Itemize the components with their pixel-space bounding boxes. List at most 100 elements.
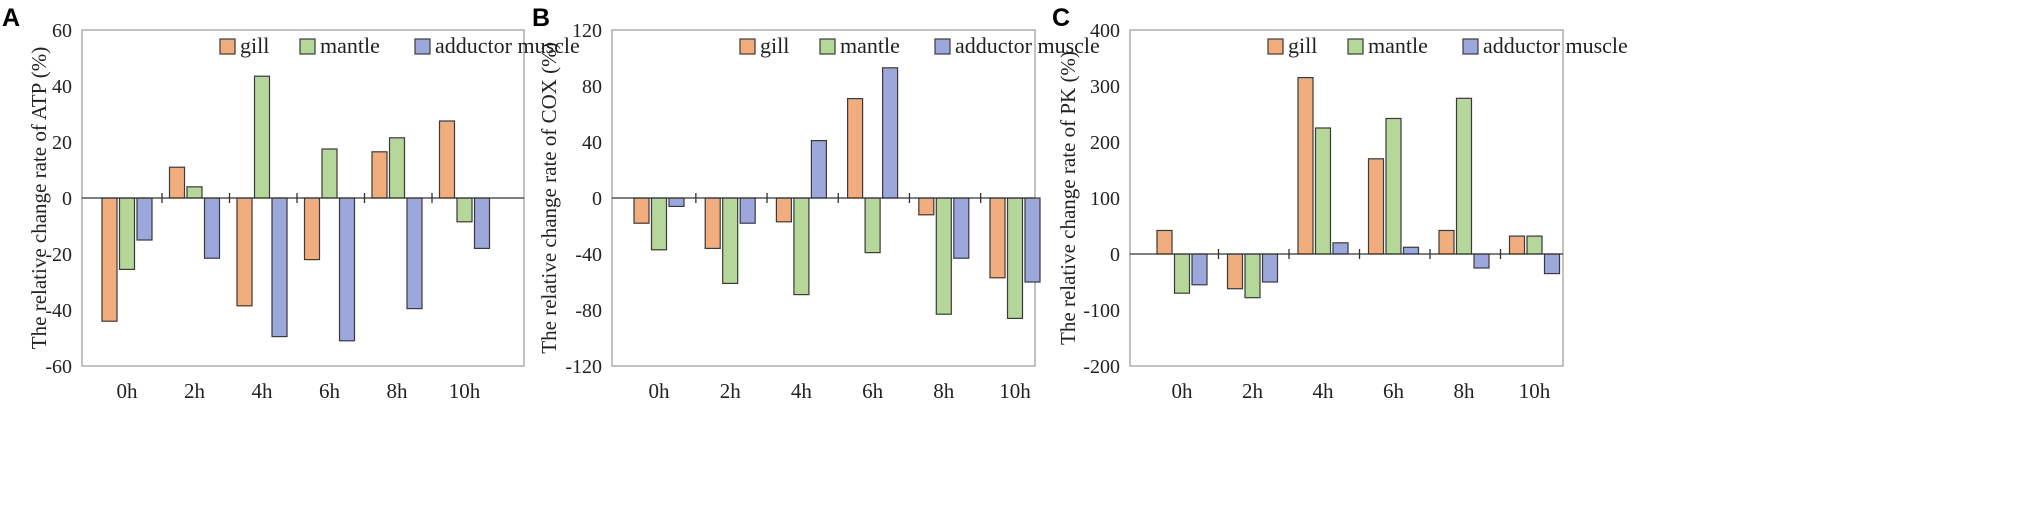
bar-gill-10h xyxy=(989,197,1006,279)
plot-area-frame xyxy=(1129,29,1564,367)
bar-adductor-muscle-6h xyxy=(1402,246,1420,255)
bar-gill-0h xyxy=(633,197,650,224)
legend-swatch-gill xyxy=(739,38,756,55)
bar-gill-0h xyxy=(101,197,118,322)
bar-adductor-muscle-6h xyxy=(881,67,899,199)
x-tick-label: 6h xyxy=(319,379,341,403)
bar-gill-8h xyxy=(371,151,388,199)
y-axis-label: The relative change rate of ATP (%) xyxy=(27,47,51,349)
y-tick-label: -40 xyxy=(575,244,602,266)
legend: gill mantle adductor muscle xyxy=(1267,33,1628,58)
x-tick-label: 8h xyxy=(387,379,409,403)
bar-gill-2h xyxy=(168,166,186,199)
legend: gill mantle adductor muscle xyxy=(739,33,1100,58)
bar-gill-6h xyxy=(846,97,864,199)
bar-adductor-muscle-8h xyxy=(1473,253,1490,269)
x-tick-label: 0h xyxy=(649,379,671,403)
y-tick-label: 400 xyxy=(1090,20,1120,42)
bar-mantle-8h xyxy=(1455,97,1473,255)
bar-gill-10h xyxy=(1508,235,1526,255)
legend-label-gill: gill xyxy=(760,33,789,58)
chart-panel-a: A 60 40 20 0 -20 -40 -60 The relative change rat… xyxy=(2,4,580,403)
bar-adductor-muscle-2h xyxy=(739,197,756,224)
bar-adductor-muscle-0h xyxy=(1191,253,1208,286)
bar-mantle-8h xyxy=(388,137,406,199)
bar-mantle-4h xyxy=(253,75,271,199)
legend-label-mantle: mantle xyxy=(840,33,900,58)
y-tick-label: 20 xyxy=(52,132,72,154)
bar-gill-2h xyxy=(704,197,721,250)
legend-swatch-gill xyxy=(219,38,236,55)
legend-swatch-adductor-muscle xyxy=(1462,38,1479,55)
legend-swatch-adductor-muscle xyxy=(934,38,951,55)
bar-gill-4h xyxy=(1297,76,1314,255)
y-tick-label: 300 xyxy=(1090,76,1120,98)
bar-gill-6h xyxy=(303,197,321,261)
y-tick-label: -80 xyxy=(575,300,602,322)
x-tick-label: 4h xyxy=(252,379,274,403)
legend-label-gill: gill xyxy=(1288,33,1317,58)
y-tick-label: 80 xyxy=(582,76,602,98)
legend-label-adductor-muscle: adductor muscle xyxy=(1483,33,1628,58)
x-tick-label: 10h xyxy=(999,379,1031,403)
bar-adductor-muscle-6h xyxy=(338,197,356,342)
y-tick-label: 0 xyxy=(62,188,72,210)
bar-mantle-0h xyxy=(650,197,668,251)
y-tick-label: -40 xyxy=(45,300,72,322)
legend-swatch-mantle xyxy=(299,38,316,55)
x-tick-label: 0h xyxy=(117,379,139,403)
x-tick-label: 0h xyxy=(1172,379,1194,403)
bar-gill-0h xyxy=(1156,229,1173,255)
y-tick-label: 40 xyxy=(582,132,602,154)
bar-adductor-muscle-10h xyxy=(473,197,491,250)
bar-mantle-4h xyxy=(1314,127,1332,255)
x-tick-label: 8h xyxy=(933,379,955,403)
y-tick-label: -200 xyxy=(1083,356,1120,378)
y-tick-label: -20 xyxy=(45,244,72,266)
bar-adductor-muscle-2h xyxy=(1261,253,1279,283)
bar-gill-8h xyxy=(918,197,935,216)
bar-mantle-6h xyxy=(321,148,338,199)
legend-swatch-adductor-muscle xyxy=(414,38,431,55)
x-tick-label: 8h xyxy=(1454,379,1476,403)
bar-adductor-muscle-0h xyxy=(668,197,685,207)
x-tick-label: 6h xyxy=(862,379,884,403)
bar-mantle-8h xyxy=(935,197,952,315)
bar-mantle-10h xyxy=(1526,235,1543,255)
bar-mantle-6h xyxy=(864,197,881,254)
y-tick-label: 40 xyxy=(52,76,72,98)
y-tick-label: 60 xyxy=(52,20,72,42)
x-tick-label: 2h xyxy=(1242,379,1264,403)
y-tick-label: -120 xyxy=(565,356,602,378)
x-tick-label: 2h xyxy=(720,379,742,403)
bar-gill-6h xyxy=(1367,158,1385,255)
y-axis-label: The relative change rate of PK (%) xyxy=(1056,51,1080,345)
bar-adductor-muscle-8h xyxy=(953,197,970,259)
x-tick-label: 10h xyxy=(449,379,481,403)
legend-label-adductor-muscle: adductor muscle xyxy=(955,33,1100,58)
bar-mantle-0h xyxy=(1173,253,1191,294)
x-tick-label: 6h xyxy=(1383,379,1405,403)
legend-swatch-mantle xyxy=(819,38,836,55)
legend-label-adductor-muscle: adductor muscle xyxy=(435,33,580,58)
legend-swatch-mantle xyxy=(1347,38,1364,55)
bar-mantle-2h xyxy=(1244,253,1261,299)
bar-mantle-2h xyxy=(186,186,203,199)
y-tick-label: -100 xyxy=(1083,300,1120,322)
legend: gill mantle adductor muscle xyxy=(219,33,580,58)
y-tick-label: 100 xyxy=(1090,188,1120,210)
bar-adductor-muscle-10h xyxy=(1024,197,1041,283)
bar-gill-10h xyxy=(438,120,456,199)
y-tick-label: 120 xyxy=(572,20,602,42)
x-tick-label: 4h xyxy=(1313,379,1335,403)
bar-mantle-6h xyxy=(1385,117,1402,255)
y-tick-label: -60 xyxy=(45,356,72,378)
x-tick-label: 2h xyxy=(184,379,206,403)
bar-adductor-muscle-0h xyxy=(136,197,153,241)
panel-letter: C xyxy=(1052,4,1070,32)
y-tick-label: 200 xyxy=(1090,132,1120,154)
y-axis-label: The relative change rate of COX (%) xyxy=(537,42,561,353)
y-tick-label: 0 xyxy=(592,188,602,210)
bar-mantle-4h xyxy=(793,197,810,296)
